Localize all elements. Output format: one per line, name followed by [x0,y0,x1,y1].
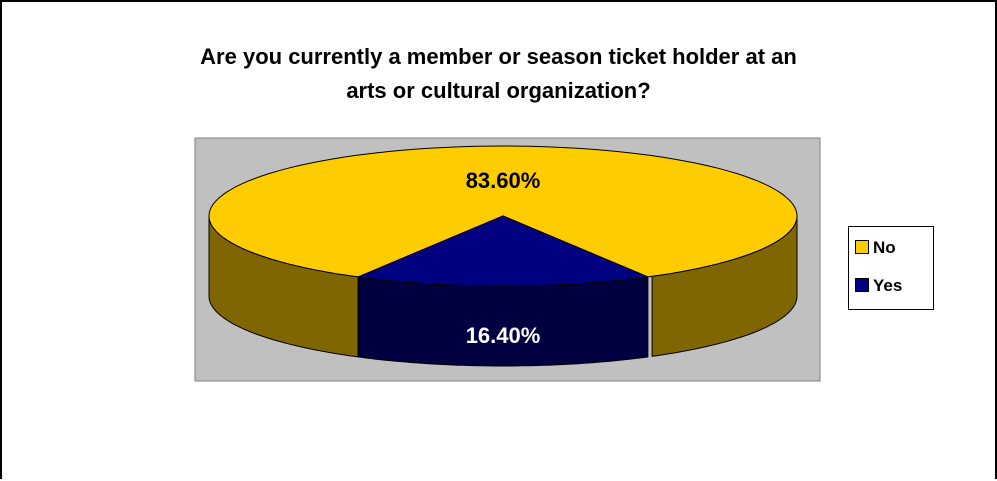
pie-layer [208,145,798,367]
legend-item-no: No [855,237,896,259]
pie-side-yes [357,276,649,367]
label-layer: 83.60% 16.40% [466,168,541,348]
pie-slice-yes [357,215,649,287]
data-label-no: 83.60% [466,168,541,193]
chart-title-line-2: arts or cultural organization? [346,78,651,103]
chart-title: Are you currently a member or season tic… [0,40,997,108]
pie-slice-no [208,145,798,278]
data-label-yes: 16.40% [466,323,541,348]
legend: No Yes [848,226,934,310]
legend-swatch-yes [855,277,869,292]
legend-swatch-no [855,239,869,254]
legend-label-no: No [873,238,896,257]
chart-title-line-1: Are you currently a member or season tic… [200,44,797,69]
legend-item-yes: Yes [855,275,902,297]
legend-label-yes: Yes [873,276,903,295]
